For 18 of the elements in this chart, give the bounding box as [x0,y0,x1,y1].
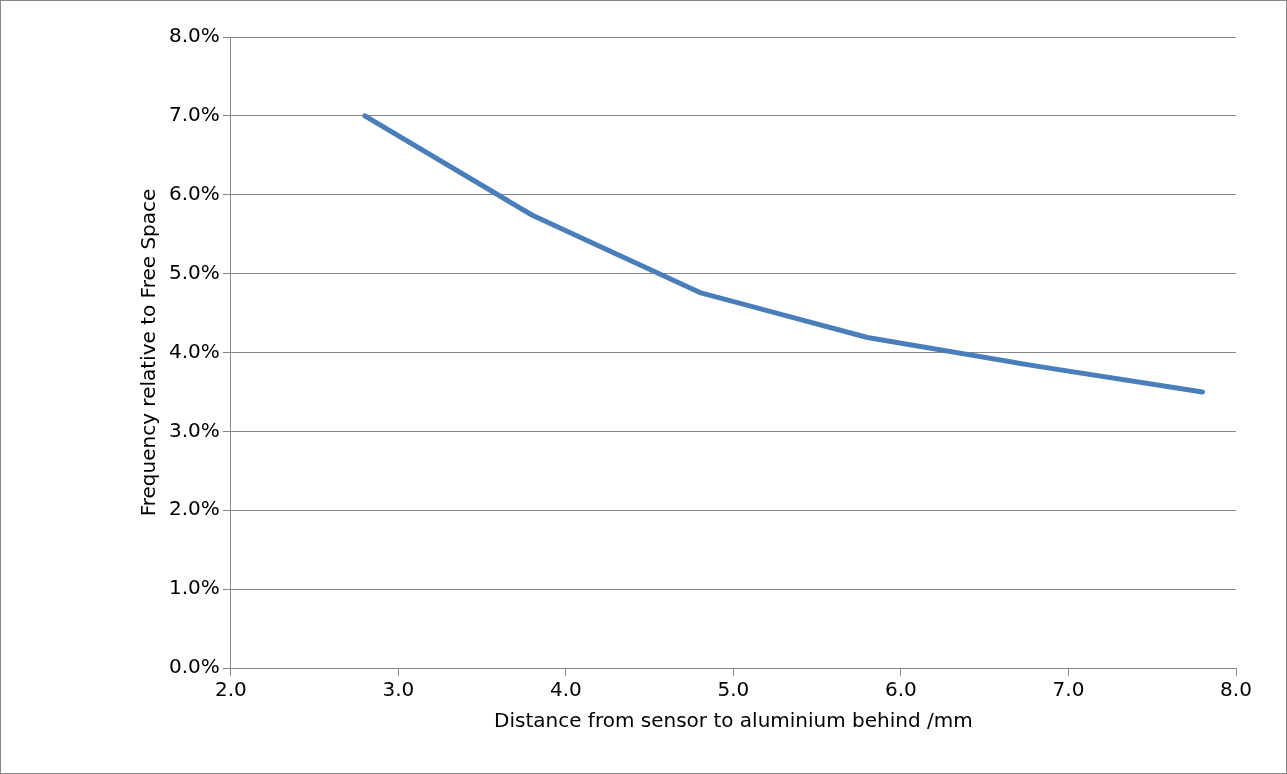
x-tick-label: 8.0 [1220,677,1252,702]
y-tick-label: 5.0% [169,259,220,284]
y-tick-label: 3.0% [169,417,220,442]
y-tick-label: 2.0% [169,496,220,521]
x-tick-label: 7.0 [1052,677,1085,702]
y-tick-label: 4.0% [169,338,220,363]
y-tick-label: 0.0% [169,654,220,679]
x-tick-label: 5.0 [717,677,750,702]
y-tick-label: 6.0% [169,180,220,205]
y-axis-title: Frequency relative to Free Space [136,188,161,517]
y-tick-label: 1.0% [169,575,220,600]
x-tick-label: 6.0 [885,677,917,702]
y-tick-label: 7.0% [169,102,220,127]
x-tick-label: 2.0 [214,677,247,702]
x-axis-title: Distance from sensor to aluminium behind /mm [494,708,973,733]
x-tick-label: 4.0 [549,677,582,702]
y-tick-label: 8.0% [169,23,220,48]
x-tick-label: 3.0 [382,677,415,702]
